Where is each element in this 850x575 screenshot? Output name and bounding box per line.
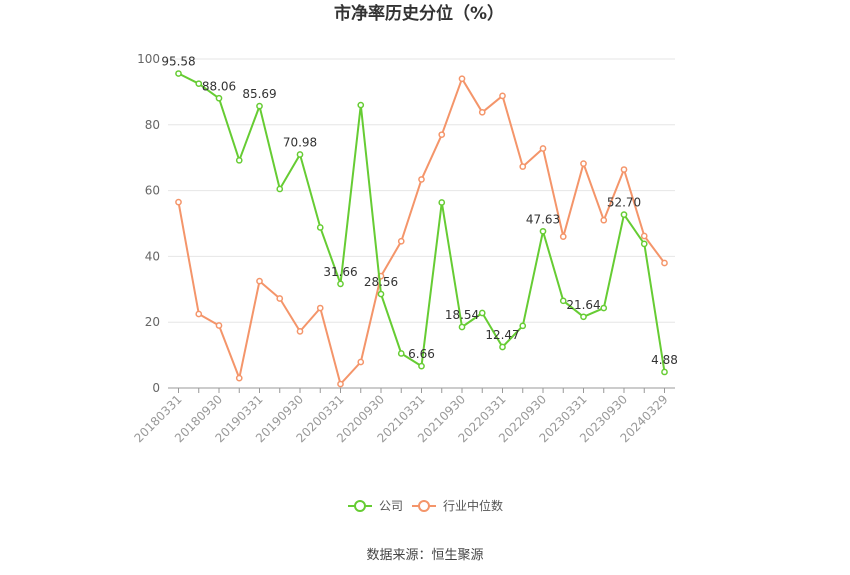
data-label: 21.64 [566,298,600,312]
data-point-industry [316,304,324,312]
data-point-industry [235,374,243,382]
data-labels: 95.58 88.06 85.69 70.98 31.66 28.56 6.66 18.54 1… [161,55,678,367]
data-label: 85.69 [242,87,276,101]
data-point-company [256,102,263,110]
data-point-company [661,368,668,376]
series-company [175,70,668,376]
data-point-industry [256,277,263,285]
data-point-industry [357,358,365,366]
data-point-company [316,224,324,231]
y-tick-label: 40 [145,249,160,263]
legend-label-company: 公司 [379,499,403,513]
data-point-industry [539,145,547,152]
data-point-company [377,290,385,298]
data-source: 数据来源：恒生聚源 [366,548,483,563]
data-point-industry [661,259,668,267]
data-point-company [640,240,648,248]
data-label: 70.98 [283,135,317,149]
data-point-company [418,362,425,370]
y-tick-label: 80 [145,118,160,132]
data-label: 6.66 [408,347,435,361]
series-layer [175,70,668,388]
data-label: 31.66 [323,265,357,279]
legend-item-industry[interactable]: 行业中位数 [412,498,503,513]
y-tick-label: 0 [152,381,160,395]
data-point-company [499,343,506,351]
series-line-company [178,72,666,373]
data-point-industry [640,232,648,240]
data-point-industry [499,92,506,100]
legend-marker-industry [418,500,430,512]
series-industry [175,75,668,388]
data-point-industry [276,295,284,302]
y-tick-label: 60 [145,184,160,198]
data-label: 88.06 [202,79,236,93]
data-point-industry [438,131,446,139]
legend-item-company[interactable]: 公司 [348,499,403,513]
data-point-industry [418,176,425,183]
data-point-industry [600,216,608,224]
data-point-company [337,280,344,288]
y-axis: 0 20 40 60 80 100 [137,52,160,395]
data-point-industry [215,322,223,329]
y-tick-label: 20 [145,315,160,329]
data-label: 52.70 [607,196,641,210]
y-tick-label: 100 [137,52,160,66]
data-point-industry [195,310,203,318]
data-point-company [458,323,466,331]
data-point-industry [620,166,628,173]
data-point-company [438,199,446,206]
data-label: 12.47 [485,328,519,342]
data-point-industry [175,198,182,206]
data-point-industry [559,233,567,241]
legend-label-industry: 行业中位数 [443,498,503,513]
data-point-industry [296,328,304,335]
data-point-industry [458,75,466,83]
data-point-industry [397,237,405,245]
data-point-company [559,297,567,305]
data-point-industry [580,160,587,167]
data-label: 95.58 [161,55,195,69]
data-point-industry [519,163,527,170]
data-point-company [580,313,587,321]
data-label: 47.63 [526,212,560,226]
x-axis: 2018033120180930201903312019093020200331… [132,387,675,445]
data-label: 18.54 [445,308,479,322]
data-point-company [478,309,486,317]
data-point-company [215,94,223,102]
data-point-company [620,211,628,218]
data-point-company [397,350,405,357]
data-point-company [235,156,243,164]
data-point-industry [478,108,486,116]
legend-marker-company [354,500,366,512]
data-point-company [276,185,284,193]
data-point-company [296,151,304,158]
data-point-company [175,70,182,77]
chart-title: 市净率历史分位（%） [334,3,504,24]
data-point-company [519,322,527,330]
data-label: 4.88 [651,353,678,367]
data-point-company [600,304,608,312]
data-point-industry [337,380,344,388]
data-point-company [539,227,547,235]
legend[interactable]: 公司 行业中位数 [348,498,503,513]
data-point-company [195,80,203,88]
data-label: 28.56 [364,275,398,289]
data-point-company [357,101,365,109]
